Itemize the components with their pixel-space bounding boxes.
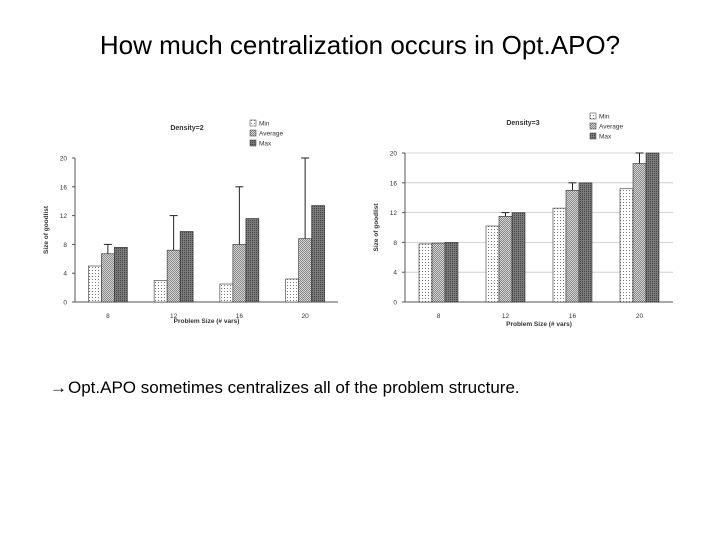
y-tick-label: 20 — [390, 151, 398, 158]
bar-min — [219, 283, 234, 303]
bar-max — [645, 152, 660, 303]
y-tick-label: 16 — [60, 184, 68, 191]
legend-swatch-average — [589, 122, 597, 130]
bar-min — [485, 225, 500, 303]
legend-swatch-min — [249, 119, 257, 127]
bar-average — [498, 216, 513, 303]
legend-swatch-max — [589, 132, 597, 140]
chart-title: Density=3 — [506, 120, 539, 127]
y-tick-label: 12 — [60, 213, 68, 220]
bar-min — [285, 278, 299, 303]
y-tick-label: 0 — [63, 300, 67, 307]
x-tick-label: 16 — [569, 313, 577, 320]
x-tick-label: 20 — [302, 313, 310, 320]
bar-min — [153, 280, 168, 303]
y-tick-label: 8 — [393, 240, 397, 247]
legend-swatch-min — [589, 112, 597, 120]
chart-density-3: 0 4 8 12 16 20 8 12 16 20 Density=3 Problem Size (#… — [373, 112, 673, 328]
x-axis-label: Problem Size (# vars) — [174, 318, 240, 325]
bar-max — [578, 182, 593, 303]
y-tick-label: 12 — [390, 210, 398, 217]
legend-label-min: Min — [259, 121, 270, 128]
bar-average — [632, 163, 647, 303]
legend-label-average: Average — [599, 124, 623, 131]
legend-label-max: Max — [599, 134, 612, 141]
bar-max — [444, 242, 459, 303]
x-tick-label: 20 — [636, 313, 644, 320]
slide-title: How much centralization occurs in Opt.AP… — [99, 30, 621, 60]
chart-density-2: 0 4 8 12 16 20 8 12 16 20 Density=2 Problem Size (#… — [43, 119, 338, 325]
x-tick-label: 16 — [236, 313, 244, 320]
x-tick-label: 12 — [170, 313, 178, 320]
bar-average — [565, 189, 580, 303]
bar-min — [418, 243, 433, 303]
bar-max — [245, 218, 260, 303]
bullet-point: →Opt.APO sometimes centralizes all of th… — [50, 378, 520, 398]
bar-average — [232, 244, 247, 303]
bullet-text: Opt.APO sometimes centralizes all of the… — [68, 378, 520, 397]
legend-label-max: Max — [259, 141, 272, 148]
bar-average — [431, 242, 446, 303]
arrow-icon: → — [50, 378, 67, 397]
y-tick-label: 0 — [393, 300, 397, 307]
x-tick-label: 8 — [437, 313, 441, 320]
legend-swatch-max — [249, 139, 257, 147]
chart-title: Density=2 — [170, 125, 203, 132]
x-tick-label: 12 — [502, 313, 510, 320]
bar-min — [88, 265, 102, 303]
bar-average — [101, 253, 115, 303]
y-tick-label: 8 — [63, 242, 67, 249]
bar-min — [619, 188, 634, 303]
x-tick-label: 8 — [106, 313, 110, 320]
y-axis-label: Size of goodlist — [373, 203, 380, 252]
legend-label-min: Min — [599, 114, 610, 121]
bar-max — [179, 231, 194, 303]
legend-label-average: Average — [259, 131, 283, 138]
bar-max — [511, 212, 526, 303]
legend-swatch-average — [249, 129, 257, 137]
y-tick-label: 4 — [63, 271, 67, 278]
y-axis-label: Size of goodlist — [43, 205, 50, 254]
bar-min — [552, 207, 567, 303]
x-axis-label: Problem Size (# vars) — [506, 321, 572, 328]
bar-average — [166, 249, 181, 303]
bar-max — [311, 205, 325, 303]
y-tick-label: 20 — [60, 156, 68, 163]
bar-average — [298, 238, 312, 303]
y-tick-label: 4 — [393, 270, 397, 277]
y-tick-label: 16 — [390, 180, 398, 187]
bar-max — [114, 246, 128, 303]
